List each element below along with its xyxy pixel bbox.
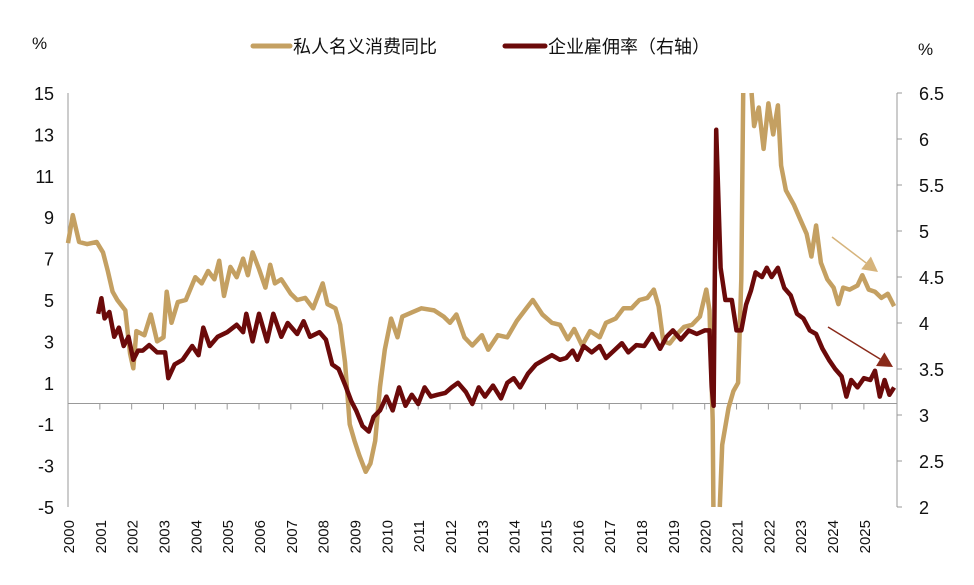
x-tick-label: 2004 bbox=[188, 520, 205, 553]
x-tick-label: 2022 bbox=[761, 520, 778, 553]
x-tick-label: 2017 bbox=[602, 520, 619, 553]
x-tick-label: 2012 bbox=[443, 520, 460, 553]
x-tick-label: 2002 bbox=[125, 520, 142, 553]
x-tick-label: 2013 bbox=[475, 520, 492, 553]
x-tick-label: 2000 bbox=[61, 520, 78, 553]
left-tick-label: 7 bbox=[44, 250, 54, 270]
series-lines bbox=[65, 92, 897, 508]
left-tick-label: -3 bbox=[38, 457, 54, 477]
right-tick-label: 3.5 bbox=[919, 360, 944, 380]
x-tick-label: 2021 bbox=[730, 520, 747, 553]
legend-label-consumption: 私人名义消费同比 bbox=[293, 37, 437, 57]
employment-rate-line bbox=[95, 127, 896, 434]
x-tick-label: 2010 bbox=[379, 520, 396, 553]
left-tick-label: 15 bbox=[34, 84, 54, 104]
trend-arrow-line bbox=[827, 326, 881, 360]
x-tick-label: 2024 bbox=[825, 520, 842, 553]
axes: 15 13 11 9 7 5 3 1 -1 -3 -5 6.5 6 5.5 5 4.5 4 3.5 3 2.5 2 200… bbox=[34, 84, 944, 553]
left-tick-label: 5 bbox=[44, 291, 54, 311]
x-tick-label: 2018 bbox=[634, 520, 651, 553]
right-tick-label: 5.5 bbox=[919, 176, 944, 196]
consumption-yoy-line bbox=[65, 92, 897, 508]
left-tick-label: 9 bbox=[44, 208, 54, 228]
right-tick-label: 6 bbox=[919, 130, 929, 150]
left-tick-label: -5 bbox=[38, 498, 54, 518]
x-tick-label: 2025 bbox=[857, 520, 874, 553]
trend-arrow-head bbox=[876, 352, 893, 367]
x-tick-label: 2019 bbox=[666, 520, 683, 553]
x-tick-label: 2023 bbox=[793, 520, 810, 553]
x-tick-label: 2014 bbox=[507, 520, 524, 553]
x-tick-label: 2015 bbox=[539, 520, 556, 553]
x-tick-label: 2020 bbox=[698, 520, 715, 553]
right-tick-label: 6.5 bbox=[919, 84, 944, 104]
legend: 私人名义消费同比 企业雇佣率（右轴） bbox=[250, 37, 710, 57]
x-tick-label: 2006 bbox=[252, 520, 269, 553]
left-tick-label: 13 bbox=[34, 125, 54, 145]
x-tick-label: 2007 bbox=[284, 520, 301, 553]
left-tick-label: 11 bbox=[35, 167, 54, 187]
right-tick-label: 3 bbox=[919, 406, 929, 426]
x-tick-label: 2009 bbox=[348, 520, 365, 553]
left-tick-label: 3 bbox=[44, 332, 54, 352]
x-tick-label: 2008 bbox=[316, 520, 333, 553]
x-tick-label: 2016 bbox=[570, 520, 587, 553]
trend-arrow-head bbox=[861, 256, 878, 272]
left-tick-label: 1 bbox=[44, 374, 54, 394]
right-tick-label: 4.5 bbox=[919, 268, 944, 288]
x-tick-label: 2011 bbox=[411, 520, 428, 552]
trend-arrow-line bbox=[831, 236, 867, 264]
right-tick-label: 4 bbox=[919, 314, 929, 334]
right-tick-label: 2 bbox=[919, 498, 929, 518]
x-tick-label: 2003 bbox=[157, 520, 174, 553]
legend-label-employment: 企业雇佣率（右轴） bbox=[548, 37, 710, 57]
trend-arrows bbox=[827, 236, 893, 367]
left-tick-label: -1 bbox=[38, 415, 54, 435]
right-tick-label: 5 bbox=[919, 222, 929, 242]
right-tick-label: 2.5 bbox=[919, 452, 944, 472]
x-tick-label: 2005 bbox=[220, 520, 237, 553]
right-axis-unit: % bbox=[918, 40, 933, 59]
x-tick-label: 2001 bbox=[93, 520, 110, 553]
left-axis-unit: % bbox=[32, 34, 47, 53]
